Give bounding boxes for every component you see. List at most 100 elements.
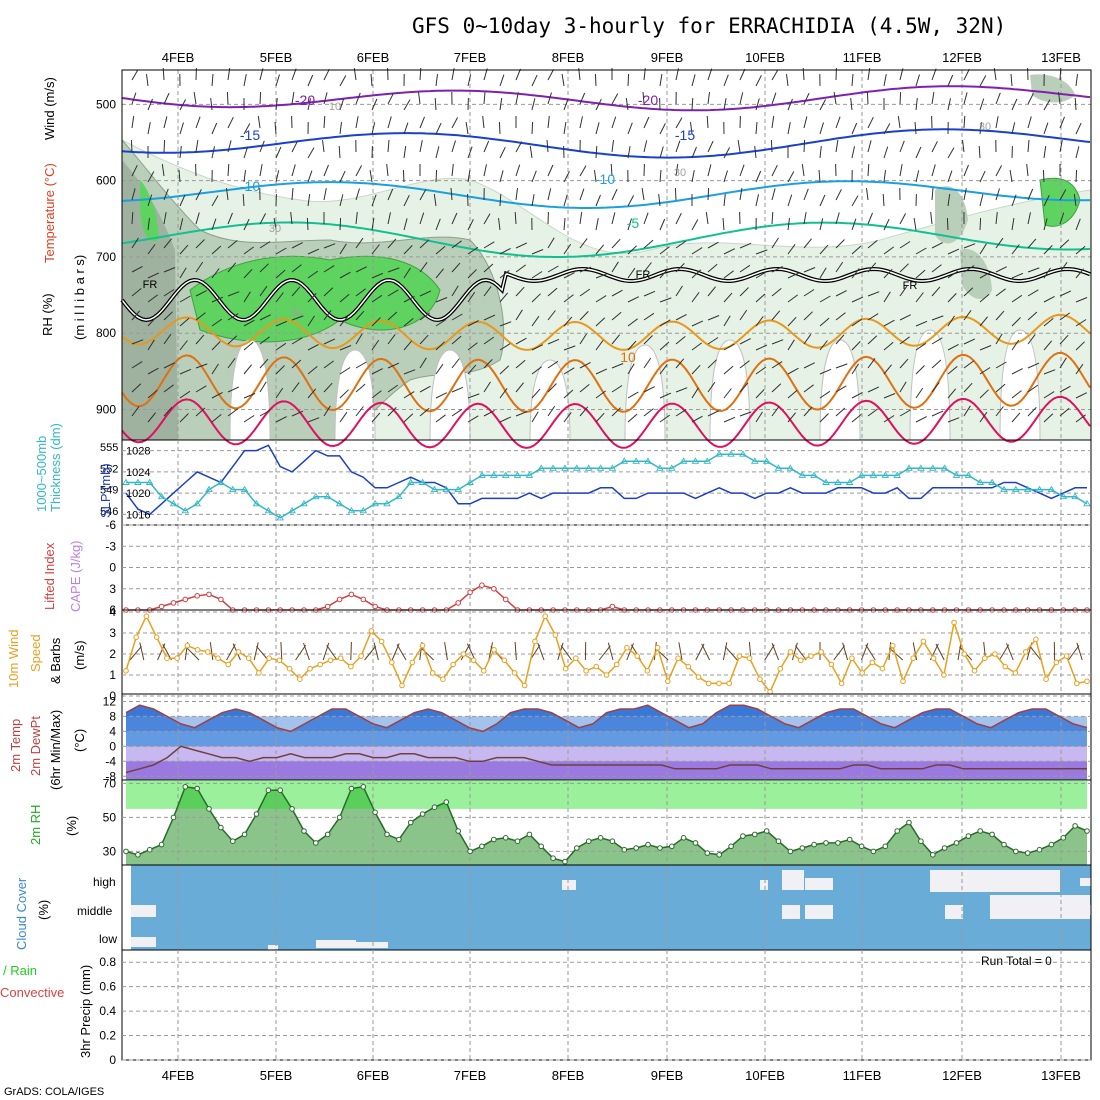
temperature-contours: [120, 85, 1091, 449]
temperature-contour-label: -5: [627, 215, 640, 231]
wind-barb: [179, 267, 187, 279]
wind-barb: [1075, 74, 1078, 87]
wind-barb: [691, 247, 703, 255]
wind-barb: [947, 388, 957, 399]
wind-barb: [642, 91, 645, 105]
wind-barb: [611, 93, 619, 105]
wind-barb: [147, 389, 158, 399]
wind-barb: [307, 248, 320, 255]
wind-barb: [546, 139, 549, 153]
wind-barb: [195, 312, 206, 321]
wind-barb: [819, 368, 832, 375]
thickness-line-point: [454, 485, 462, 493]
rh2m-line-point: [763, 828, 770, 834]
wind-barb-10m: [1029, 645, 1042, 661]
wind-barb: [355, 361, 367, 369]
wind-barb: [355, 383, 366, 393]
freezing-level-label: FR: [903, 280, 918, 292]
date-label-bottom: 13FEB: [1041, 1068, 1081, 1083]
thickness-line-point: [122, 478, 130, 485]
thickness-line-point: [1023, 485, 1032, 493]
wind-barb: [659, 218, 666, 231]
wind-barb: [627, 195, 635, 207]
wind-barb: [963, 115, 966, 129]
cloud-clear-patch: [930, 870, 1060, 892]
wind-barb: [979, 194, 984, 207]
wind-barb: [371, 98, 378, 111]
wind-speed-line-point: [481, 668, 487, 674]
wind-barb: [931, 92, 935, 105]
thickness-line-point: [988, 478, 996, 485]
wind-barb: [323, 243, 336, 249]
wind-barb: [371, 368, 383, 375]
wind-speed-line-point: [368, 628, 375, 634]
wind-barb: [1075, 245, 1086, 255]
wind-barb-10m: [185, 646, 200, 661]
wind-barb: [563, 243, 572, 255]
wind-barb: [531, 98, 536, 111]
lifted-index-line-point: [182, 596, 189, 603]
wind-barb: [435, 414, 446, 423]
wind-speed-line-point: [593, 663, 600, 670]
wind-barb: [739, 68, 746, 81]
wind-barb: [867, 212, 873, 225]
thickness-line-point: [1035, 485, 1044, 493]
wind-barb: [515, 188, 518, 201]
rh2m-line-point: [313, 840, 319, 846]
rh2m-line-point: [123, 848, 129, 855]
temp-tick: 4: [109, 724, 116, 738]
wind-barb: [403, 295, 415, 303]
wind-barb: [803, 188, 809, 201]
wind-barb: [1075, 341, 1085, 351]
wind-barb: [259, 336, 270, 345]
wind-barb: [371, 194, 377, 207]
wind-barb: [755, 366, 767, 375]
wind-barb: [1059, 262, 1068, 273]
wind-barb: [979, 98, 985, 111]
wind-barb: [739, 242, 752, 249]
cloud-label-1: Cloud Cover: [14, 877, 29, 950]
wind-barb: [579, 212, 583, 225]
wind-barb: [867, 163, 870, 177]
wind-barb: [131, 383, 142, 393]
wind-speed-line-point: [235, 649, 242, 655]
wind-barb: [291, 337, 303, 345]
chart-title: GFS 0~10day 3-hourly for ERRACHIDIA (4.5…: [412, 14, 1006, 38]
wind-barb: [339, 345, 352, 351]
date-label-top: 4FEB: [162, 50, 195, 65]
date-label-top: 11FEB: [843, 50, 882, 65]
wind-barb: [163, 212, 167, 225]
wind-barb: [290, 212, 293, 225]
wind-barb: [947, 74, 954, 87]
thickness-line-point: [751, 457, 759, 464]
wind-speed-line-point: [634, 653, 641, 659]
rh2m-line-point: [585, 838, 592, 845]
wind-barb: [355, 165, 363, 177]
wind-barb: [947, 194, 951, 207]
thickness-line-point: [501, 471, 510, 478]
wind-barb: [627, 363, 635, 375]
wind-barb: [931, 264, 942, 273]
wind-barb: [995, 406, 1004, 417]
thickness-line-point: [264, 506, 273, 514]
rh2m-line-point: [396, 836, 402, 843]
rh2m-line: [125, 785, 1088, 863]
temp-label-2: 2m DewPt: [28, 716, 43, 776]
wind-barb: [963, 164, 969, 177]
wind-barb-10m: [833, 645, 845, 661]
wind-speed-line-point: [225, 661, 231, 668]
wind-barb: [243, 291, 251, 303]
wind-barb: [867, 262, 877, 273]
contour-minus-20: [121, 85, 1091, 112]
wind-barb: [851, 245, 862, 255]
wind-barb: [259, 213, 267, 225]
wind-barb: [355, 237, 364, 249]
wind-barb: [675, 117, 683, 129]
thickness-line-point: [1059, 492, 1068, 500]
cloud-clear-patch: [945, 905, 963, 919]
wind-barb: [273, 218, 277, 231]
wind-barb: [707, 241, 719, 249]
temperature-contour-label: 10: [620, 349, 636, 365]
wind-barb: [771, 92, 777, 105]
